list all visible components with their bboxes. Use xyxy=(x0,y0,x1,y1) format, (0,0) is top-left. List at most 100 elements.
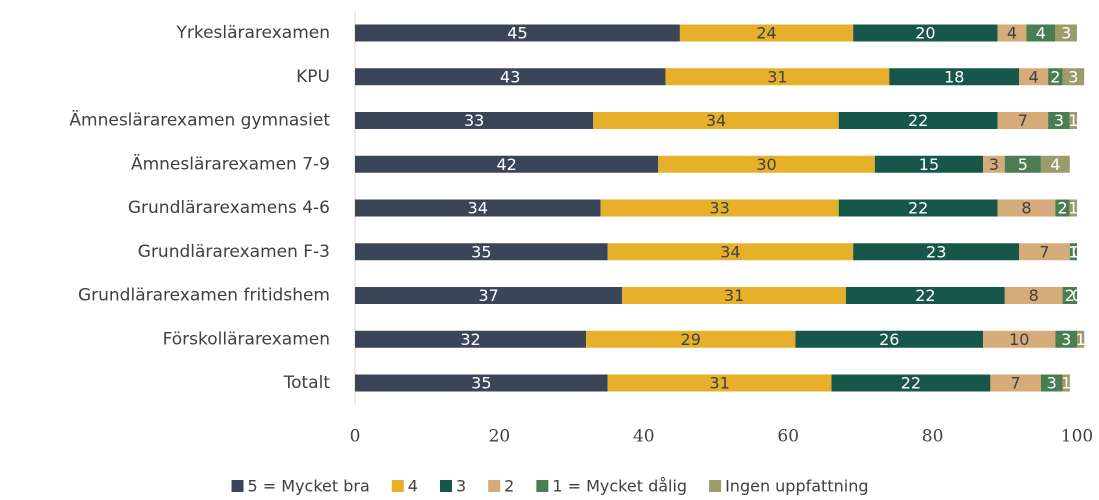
data-label: 0 xyxy=(1072,286,1082,305)
bar-segment xyxy=(874,155,984,173)
bar-segment xyxy=(1019,243,1070,261)
bar-segment xyxy=(1062,287,1077,304)
data-label: 29 xyxy=(681,330,701,349)
legend-label: 4 xyxy=(408,477,418,496)
bar-segment xyxy=(1004,155,1041,173)
data-label: 1 xyxy=(1068,199,1078,218)
bar-segment xyxy=(1069,243,1077,261)
bar-segment xyxy=(1062,68,1085,86)
bar-segment xyxy=(355,287,623,304)
y-tick-label: Yrkeslärarexamen xyxy=(175,23,330,43)
data-label: 7 xyxy=(1039,242,1049,261)
bar-segment xyxy=(997,112,1049,129)
y-tick-label: Grundlärarexamen F-3 xyxy=(138,242,330,262)
x-tick-label: 100 xyxy=(1061,427,1093,447)
data-label: 35 xyxy=(471,374,491,393)
data-label: 1 xyxy=(1061,374,1071,393)
bar-segment xyxy=(1055,330,1077,348)
data-label: 31 xyxy=(724,286,744,305)
data-label: 42 xyxy=(496,155,516,174)
bar-segment xyxy=(838,199,998,217)
data-label: 31 xyxy=(767,67,787,86)
bar-segment xyxy=(679,24,854,42)
bar-segment xyxy=(355,243,608,261)
legend-label: 1 = Mycket dålig xyxy=(552,477,687,496)
bar-segment xyxy=(593,112,839,129)
bar-segment xyxy=(355,374,608,392)
bar-segment xyxy=(997,199,1056,217)
data-label: 34 xyxy=(720,242,740,261)
bar-segment xyxy=(853,24,998,42)
bar-segment xyxy=(1040,374,1063,392)
bar-segment xyxy=(983,155,1005,173)
data-label: 3 xyxy=(1061,330,1071,349)
data-label: 31 xyxy=(709,374,729,393)
bar-segment xyxy=(622,287,846,304)
data-label: 5 xyxy=(1018,155,1028,174)
bar-segment xyxy=(355,24,680,42)
data-label: 4 xyxy=(1007,24,1017,43)
x-tick-label: 40 xyxy=(633,427,655,447)
data-label: 1 xyxy=(1068,111,1078,130)
x-tick-label: 80 xyxy=(922,427,944,447)
data-label: 4 xyxy=(1050,155,1060,174)
data-label: 30 xyxy=(756,155,776,174)
data-label: 8 xyxy=(1029,286,1039,305)
legend-swatch xyxy=(709,480,722,492)
data-label: 34 xyxy=(468,199,488,218)
data-label: 2 xyxy=(1057,199,1067,218)
legend-swatch xyxy=(231,480,244,492)
legend-label: 5 = Mycket bra xyxy=(248,477,370,496)
data-label: 3 xyxy=(1054,111,1064,130)
data-label: 2 xyxy=(1065,286,1075,305)
data-label: 43 xyxy=(500,67,520,86)
bar-segment xyxy=(831,374,991,392)
legend-swatch xyxy=(536,480,549,492)
data-label: 18 xyxy=(944,67,964,86)
x-tick-label: 0 xyxy=(350,427,361,447)
data-label: 33 xyxy=(709,199,729,218)
data-label: 1 xyxy=(1068,242,1078,261)
data-label: 23 xyxy=(926,242,946,261)
data-label: 1 xyxy=(1076,330,1086,349)
y-tick-label: Totalt xyxy=(283,373,331,393)
data-label: 24 xyxy=(756,24,776,43)
y-tick-label: Förskollärarexamen xyxy=(163,329,330,349)
data-label: 22 xyxy=(908,111,928,130)
data-label: 37 xyxy=(478,286,498,305)
y-tick-label: Grundlärarexamen fritidshem xyxy=(78,286,330,306)
x-tick-label: 20 xyxy=(489,427,511,447)
bar-segment xyxy=(355,199,601,217)
data-label: 35 xyxy=(471,242,491,261)
legend-swatch xyxy=(488,480,501,492)
data-label: 0 xyxy=(1072,242,1082,261)
legend-label: 2 xyxy=(504,477,514,496)
bar-segment xyxy=(1040,155,1070,173)
data-label: 3 xyxy=(1061,24,1071,43)
bar-segment xyxy=(658,155,875,173)
bar-segment xyxy=(1055,199,1070,217)
data-label: 22 xyxy=(908,199,928,218)
data-label: 3 xyxy=(1047,374,1057,393)
legend-label: Ingen uppfattning xyxy=(725,477,868,496)
y-tick-label: Ämneslärarexamen gymnasiet xyxy=(69,110,330,131)
y-tick-label: Grundlärarexamens 4-6 xyxy=(128,198,330,218)
bar-segment xyxy=(586,330,796,348)
bar-segment xyxy=(1048,112,1070,129)
data-label: 8 xyxy=(1021,199,1031,218)
y-tick-label: KPU xyxy=(296,67,330,87)
bar-segment xyxy=(355,112,594,129)
bar-segment xyxy=(990,374,1041,392)
bar-segment xyxy=(355,68,666,86)
bar-segment xyxy=(1077,330,1085,348)
data-label: 26 xyxy=(879,330,899,349)
bar-segment xyxy=(1062,374,1070,392)
bar-segment xyxy=(838,112,998,129)
legend-swatch xyxy=(391,480,404,492)
bar-segment xyxy=(1026,24,1056,42)
x-tick-label: 60 xyxy=(777,427,799,447)
data-label: 45 xyxy=(507,24,527,43)
data-label: 15 xyxy=(919,155,939,174)
data-label: 3 xyxy=(989,155,999,174)
bar-segment xyxy=(607,243,854,261)
